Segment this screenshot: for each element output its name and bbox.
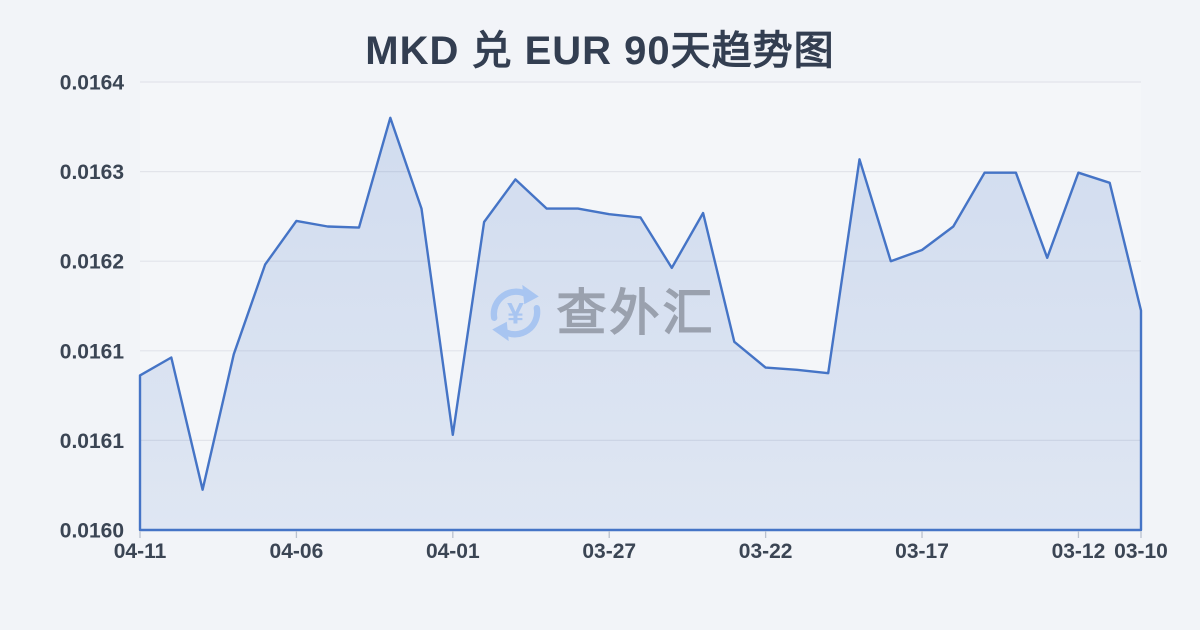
x-tick-label: 04-06: [270, 540, 324, 563]
y-axis-labels: 0.0164 0.0163 0.0162 0.0161 0.0161 0.0160: [60, 72, 125, 543]
x-axis-labels: 04-11 04-06 04-01 03-27 03-22 03-17 03-12 03-10: [114, 540, 1168, 563]
x-tick-label: 04-01: [426, 540, 480, 563]
series-area-line: [138, 116, 1143, 532]
y-tick-label: 0.0161: [60, 340, 125, 363]
x-tick-label: 03-17: [895, 540, 949, 563]
y-tick-label: 0.0161: [60, 430, 125, 453]
x-tick-label: 03-27: [582, 540, 636, 563]
y-tick-label: 0.0162: [60, 251, 124, 274]
y-tick-label: 0.0164: [60, 72, 125, 95]
x-tick-label: 03-12: [1052, 540, 1106, 563]
y-tick-label: 0.0160: [60, 520, 124, 543]
x-axis-ticks: [139, 531, 1142, 538]
x-tick-label: 03-22: [739, 540, 793, 563]
x-tick-label: 04-11: [114, 540, 167, 563]
x-tick-label: 03-10: [1114, 540, 1168, 563]
y-tick-label: 0.0163: [60, 161, 124, 184]
page-title: MKD 兑 EUR 90天趋势图: [365, 29, 835, 73]
